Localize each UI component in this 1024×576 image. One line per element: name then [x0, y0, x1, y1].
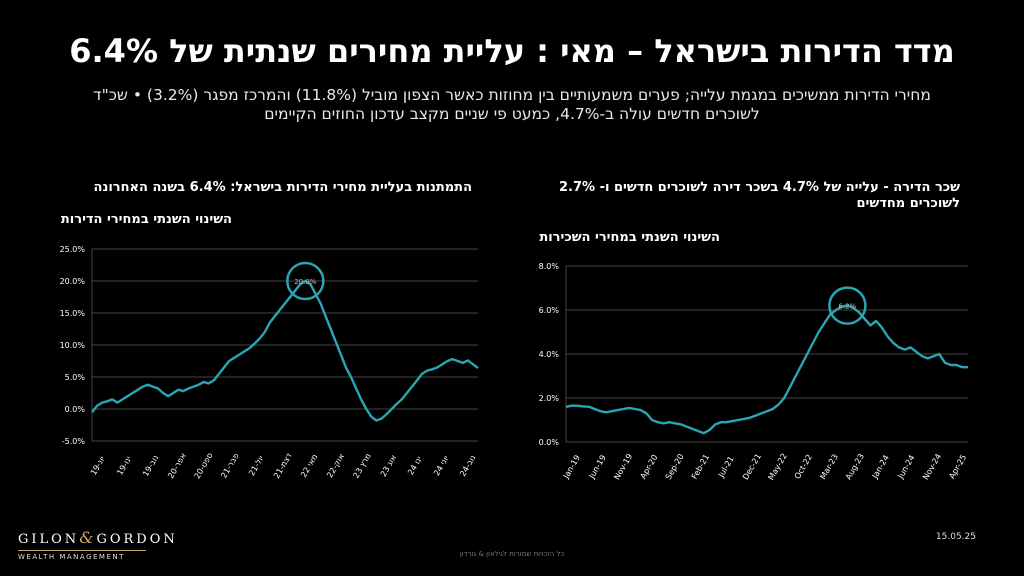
left-y-tick-label: 15.0% — [60, 309, 86, 318]
company-logo: GILON&GORDON WEALTH MANAGEMENT — [18, 528, 175, 561]
right-x-tick-label: Jan-19 — [561, 453, 582, 480]
right-x-tick-label: Dec-21 — [741, 452, 763, 481]
page-title: מדד הדירות בישראל – מאי : עליית מחירים ש… — [69, 32, 955, 70]
right-x-tick-label: Nov-24 — [921, 452, 943, 481]
right-x-tick-label: Apr-25 — [947, 453, 968, 480]
left-y-tick-label: 0.0% — [65, 405, 86, 414]
right-peak-circle — [828, 286, 867, 325]
left-peak-circle — [286, 261, 325, 301]
right-x-tick-label: Jan-24 — [870, 453, 891, 480]
left-chart-subtitle: השינוי השנתי במחירי הדירות — [60, 212, 232, 227]
subtitle-line-2: לשוכרים חדשים עולה ב-4.7%, כמעט פי שניים… — [264, 105, 760, 123]
report-date: 15.05.25 — [935, 532, 976, 542]
logo-left: GILON — [18, 532, 80, 547]
right-peak-label: 6.2% — [839, 303, 857, 311]
left-y-tick-label: 20.0% — [60, 277, 86, 286]
right-y-tick-label: 2.0% — [539, 394, 560, 403]
right-series-line — [565, 304, 968, 435]
right-chart-title-line-2: לשוכרים מחדשים — [856, 196, 961, 211]
logo-divider — [18, 550, 146, 551]
right-chart-subtitle: השינוי השנתי במחירי השכירות — [539, 230, 720, 245]
left-y-tick-label: 5.0% — [65, 373, 86, 382]
left-series-line — [91, 279, 479, 422]
subtitle-line-1: מחירי הדירות ממשיכים במגמת עלייה; פערים … — [93, 86, 931, 104]
right-y-tick-label: 0.0% — [539, 438, 560, 447]
right-x-tick-label: Nov-19 — [612, 452, 634, 481]
right-y-tick-label: 4.0% — [539, 350, 560, 359]
logo-tagline: WEALTH MANAGEMENT — [18, 553, 125, 561]
right-x-tick-label: Feb-21 — [690, 453, 711, 481]
left-peak-label: 20.0% — [294, 278, 317, 286]
right-x-tick-label: Sep-20 — [664, 452, 686, 481]
right-x-tick-label: Apr-20 — [639, 453, 660, 480]
right-x-tick-label: Aug-23 — [844, 452, 866, 481]
right-x-tick-label: Mar-23 — [818, 453, 840, 481]
right-chart-title: שכר הדירה - עלייה של 4.7% בשכר דירה לשוכ… — [520, 180, 960, 212]
logo-wordmark: GILON&GORDON — [18, 528, 175, 547]
logo-right: GORDON — [96, 532, 178, 547]
right-x-tick-label: Oct-22 — [793, 453, 814, 481]
left-y-tick-label: 10.0% — [60, 341, 86, 350]
right-rent-chart: 8.0%6.0%4.0%2.0%0.0%Jan-19 Jun-19 Nov-19 Ap… — [539, 262, 969, 482]
right-y-tick-label: 8.0% — [539, 262, 560, 271]
page-subtitle: מחירי הדירות ממשיכים במגמת עלייה; פערים … — [60, 86, 964, 124]
left-chart-title: התמתנות בעליית מחירי הדירות בישראל: 6.4%… — [93, 180, 472, 195]
right-x-tick-label: Jun-19 — [587, 453, 608, 481]
logo-ampersand: & — [79, 528, 97, 547]
right-x-tick-label: Jul-21 — [716, 455, 736, 480]
right-x-tick-label: Jun-24 — [896, 453, 917, 481]
right-chart-title-line-1: שכר הדירה - עלייה של 4.7% בשכר דירה לשוכ… — [559, 180, 960, 195]
left-y-tick-label: 25.0% — [60, 245, 86, 254]
left-house-price-chart: 25.0%20.0%15.0%10.0%5.0%0.0%-5.0%יונ-19י… — [60, 245, 479, 480]
right-y-tick-label: 6.0% — [539, 306, 560, 315]
copyright-notice: כל הזכויות שמורות לגילאון & גורדון — [459, 550, 565, 558]
left-y-tick-label: -5.0% — [62, 437, 86, 446]
right-x-tick-label: May-22 — [766, 452, 789, 482]
